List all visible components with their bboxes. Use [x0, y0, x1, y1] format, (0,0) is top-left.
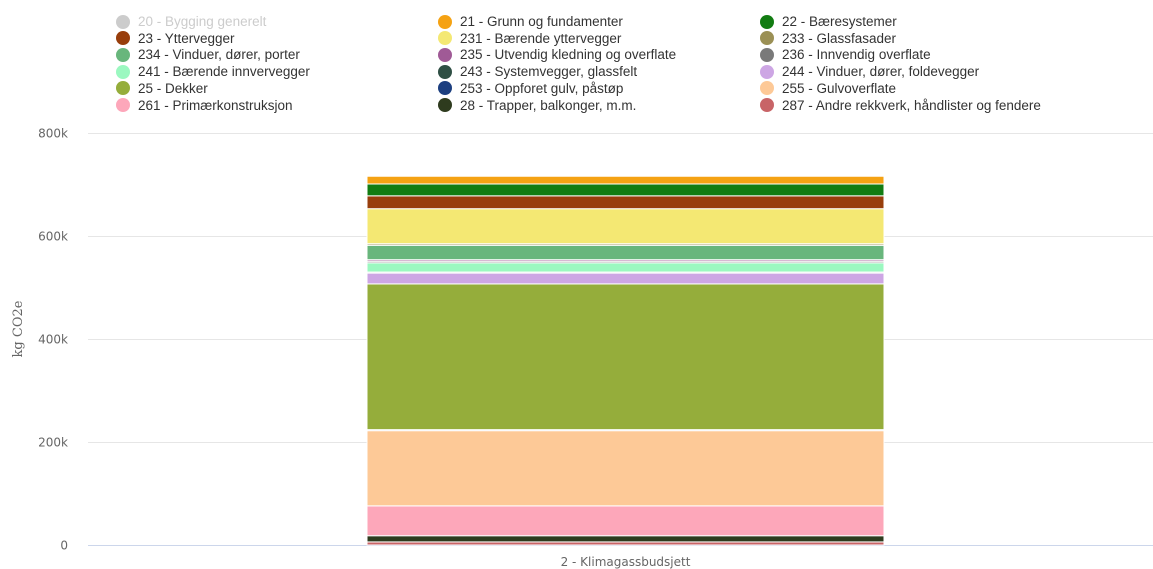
legend-item[interactable]: 233 - Glassfasader	[760, 30, 896, 47]
legend-label: 21 - Grunn og fundamenter	[460, 14, 623, 29]
legend-label: 235 - Utvendig kledning og overflate	[460, 47, 677, 63]
legend-marker-icon	[116, 64, 130, 79]
legend-label: 28 - Trapper, balkonger, m.m.	[460, 97, 637, 113]
legend-marker-icon	[438, 98, 452, 112]
legend-marker-icon	[438, 47, 452, 62]
bar-segment-244-vinduer-d-rer-foldevegger	[366, 272, 885, 285]
legend-label: 22 - Bæresystemer	[782, 14, 897, 29]
legend-label: 23 - Yttervegger	[138, 30, 235, 46]
legend-label: 236 - Innvendig overflate	[782, 47, 931, 63]
y-tick-label: 400k	[38, 333, 68, 347]
legend: 20 - Bygging generelt 21 - Grunn og funda…	[0, 0, 1153, 120]
legend-marker-icon	[760, 31, 774, 46]
legend-marker-icon	[438, 64, 452, 79]
legend-item[interactable]: 287 - Andre rekkverk, håndlister og fend…	[760, 97, 1041, 114]
legend-item[interactable]: 241 - Bærende innvervegger	[116, 63, 310, 80]
bar-segment-22-b-resystemer	[366, 183, 885, 197]
legend-marker-icon	[438, 81, 452, 96]
bar-segment-23-yttervegger	[366, 195, 885, 210]
legend-item[interactable]: 235 - Utvendig kledning og overflate	[438, 46, 676, 63]
legend-item[interactable]: 28 - Trapper, balkonger, m.m.	[438, 97, 636, 114]
bar-segment-261-prim-rkonstruksjon	[366, 505, 885, 537]
legend-marker-icon	[116, 14, 130, 29]
legend-item[interactable]: 261 - Primærkonstruksjon	[116, 97, 293, 114]
y-tick-label: 600k	[38, 230, 68, 244]
legend-item[interactable]: 243 - Systemvegger, glassfelt	[438, 63, 637, 80]
legend-label: 243 - Systemvegger, glassfelt	[460, 64, 638, 80]
legend-label: 287 - Andre rekkverk, håndlister og fend…	[782, 97, 1041, 113]
legend-marker-icon	[760, 98, 774, 112]
legend-item[interactable]: 23 - Yttervegger	[116, 30, 235, 47]
legend-marker-icon	[116, 31, 130, 46]
legend-item[interactable]: 255 - Gulvoverflate	[760, 80, 896, 97]
legend-label: 241 - Bærende innvervegger	[138, 64, 310, 80]
bar-segment-231-b-rende-yttervegger	[366, 208, 885, 245]
legend-marker-icon	[116, 81, 130, 96]
legend-label: 231 - Bærende yttervegger	[460, 30, 622, 46]
y-tick-label: 200k	[38, 436, 68, 450]
legend-label: 244 - Vinduer, dører, foldevegger	[782, 64, 980, 80]
legend-item[interactable]: 25 - Dekker	[116, 80, 208, 97]
legend-label: 234 - Vinduer, dører, porter	[138, 47, 300, 63]
legend-label: 25 - Dekker	[138, 80, 208, 96]
bar-segment-234-vinduer-d-rer-porter	[366, 244, 885, 261]
legend-item[interactable]: 20 - Bygging generelt	[116, 13, 266, 30]
legend-item[interactable]: 22 - Bæresystemer	[760, 13, 897, 30]
y-tick-label: 0	[60, 539, 68, 553]
legend-item[interactable]: 21 - Grunn og fundamenter	[438, 13, 623, 30]
legend-item[interactable]: 236 - Innvendig overflate	[760, 46, 931, 63]
legend-label: 233 - Glassfasader	[782, 30, 897, 46]
legend-item[interactable]: 231 - Bærende yttervegger	[438, 30, 621, 47]
legend-item[interactable]: 234 - Vinduer, dører, porter	[116, 46, 300, 63]
legend-marker-icon	[760, 81, 774, 96]
y-tick-label: 800k	[38, 127, 68, 141]
legend-label: 261 - Primærkonstruksjon	[138, 97, 293, 113]
legend-label: 20 - Bygging generelt	[138, 14, 267, 29]
legend-item[interactable]: 253 - Oppforet gulv, påstøp	[438, 80, 623, 97]
legend-label: 255 - Gulvoverflate	[782, 80, 897, 96]
y-axis-label: kg CO2e	[11, 300, 26, 357]
legend-marker-icon	[760, 14, 774, 29]
bar-segment-25-dekker	[366, 283, 885, 431]
bar-segment-21-grunn-og-fundamenter	[366, 175, 885, 185]
bar-segment-28-trapper-balkonger-m-m	[366, 535, 885, 543]
legend-marker-icon	[116, 98, 130, 112]
legend-marker-icon	[760, 47, 774, 62]
legend-item[interactable]: 244 - Vinduer, dører, foldevegger	[760, 63, 979, 80]
legend-marker-icon	[116, 47, 130, 62]
bar-segment-241-b-rende-innvervegger	[366, 262, 885, 273]
x-category-label: 2 - Klimagassbudsjett	[561, 555, 691, 569]
legend-marker-icon	[438, 14, 452, 29]
legend-label: 253 - Oppforet gulv, påstøp	[460, 80, 624, 96]
legend-marker-icon	[760, 64, 774, 79]
bar-segment-255-gulvoverflate	[366, 430, 885, 507]
legend-marker-icon	[438, 31, 452, 46]
